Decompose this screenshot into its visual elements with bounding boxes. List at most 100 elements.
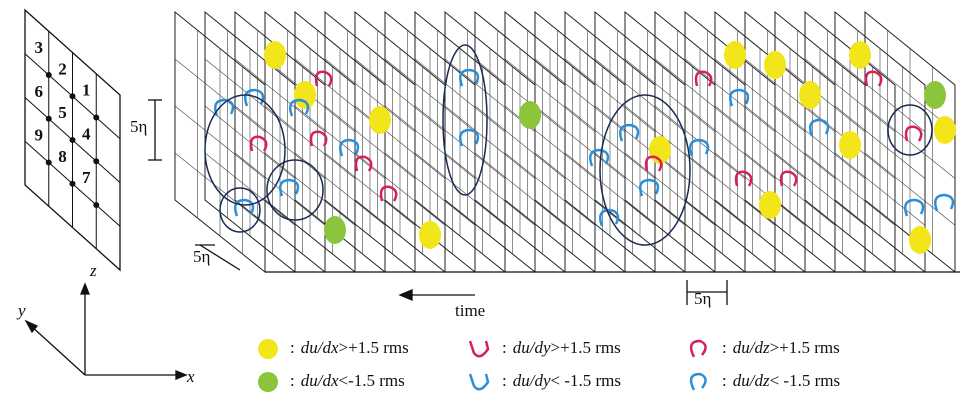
red-curl [379,185,398,202]
grid-node [93,202,100,208]
legend-cond: < -1.5 rms [770,371,841,390]
vortex-outline [442,44,488,196]
blue-curl [214,98,235,117]
grid-node [45,72,52,78]
yellow-marker [369,106,391,134]
legend-cond: <-1.5 rms [339,371,405,390]
probe-grid: 321 654 987 [24,8,121,272]
grid-label: 8 [58,147,67,166]
blue-curl [599,208,620,227]
red-curl [864,70,883,87]
yellow-marker [419,221,441,249]
blue-curl [729,88,750,107]
legend-var: du/dz [733,338,770,357]
grid-label: 3 [34,38,43,57]
blue-curl [589,148,610,167]
legend-cond: >+1.5 rms [551,338,621,357]
green-marker [924,81,946,109]
grid-label: 4 [82,124,91,143]
legend-entry: : du/dy>+1.5 rms [502,338,621,357]
grid-label: 1 [82,81,91,100]
time-label: time [455,301,485,320]
scale-label: 5η [694,289,711,308]
legend-icon [468,373,490,391]
grid-node [45,115,52,122]
red-curl [904,125,923,142]
blue-curl [289,98,310,117]
axis-label: y [16,301,26,320]
blue-curl [459,68,480,87]
legend-entry: : du/dy< -1.5 rms [502,371,621,390]
red-curl [779,170,798,187]
red-curl [694,70,713,87]
legend-entry: : du/dx>+1.5 rms [290,338,409,357]
red-curl [644,155,663,172]
legend-entry: : du/dz>+1.5 rms [722,338,840,357]
legend-cond: >+1.5 rms [770,338,840,357]
blue-curl [639,178,660,197]
legend-icon [468,340,490,358]
grid-node [69,180,76,187]
legend-separator: : [502,338,507,357]
legend-var: du/dz [733,371,770,390]
yellow-marker [934,116,956,144]
legend-icon [258,372,278,392]
red-curl [734,170,753,187]
legend-icon [689,339,707,358]
grid-node [69,137,76,143]
legend-var: du/dx [301,371,339,390]
axis-label: z [89,261,97,280]
vortex-outline [599,94,691,246]
legend-separator: : [502,371,507,390]
legend-separator: : [722,338,727,357]
legend-cond: >+1.5 rms [339,338,409,357]
red-curl [249,135,268,152]
vortex-outline [266,159,324,221]
grid-label: 7 [82,168,91,187]
legend-var: du/dx [301,338,339,357]
slice-grid [864,152,956,226]
vortex-outline [204,94,286,206]
legend-separator: : [290,371,295,390]
legend-var: du/dy [513,338,551,357]
slice-grid [864,105,956,179]
blue-curl [459,128,480,147]
grid-label: 9 [34,126,43,145]
red-curl [309,130,328,147]
red-curl [314,70,333,87]
legend-cond: < -1.5 rms [551,371,622,390]
green-marker [519,101,541,129]
blue-curl [279,178,300,197]
blue-curl [244,88,265,107]
scale-label: 5η [130,117,147,136]
grid-node [45,159,52,166]
yellow-marker [724,41,746,69]
blue-curl [339,138,360,157]
yellow-marker [264,41,286,69]
yellow-marker [849,41,871,69]
blue-curl [619,123,640,142]
vortex-outline [887,104,933,156]
legend-separator: : [290,338,295,357]
blue-curl [234,198,255,217]
legend-separator: : [722,371,727,390]
grid-label: 5 [58,103,67,122]
grid-label: 2 [58,59,67,78]
axis-label: x [186,367,195,386]
yellow-marker [764,51,786,79]
scale-label: 5η [193,247,210,266]
blue-curl [934,193,955,212]
yellow-marker [909,226,931,254]
legend: : du/dx>+1.5 rms: du/dy>+1.5 rms: du/dz>+1.… [258,338,840,392]
legend-entry: : du/dx<-1.5 rms [290,371,405,390]
blue-curl [809,118,830,137]
vortex-markers [204,41,956,254]
red-curl [354,155,373,172]
scale-markers [24,99,728,380]
legend-var: du/dy [513,371,551,390]
grid-label: 6 [34,82,43,101]
yellow-marker [799,81,821,109]
blue-curl [689,138,710,157]
green-marker [324,216,346,244]
